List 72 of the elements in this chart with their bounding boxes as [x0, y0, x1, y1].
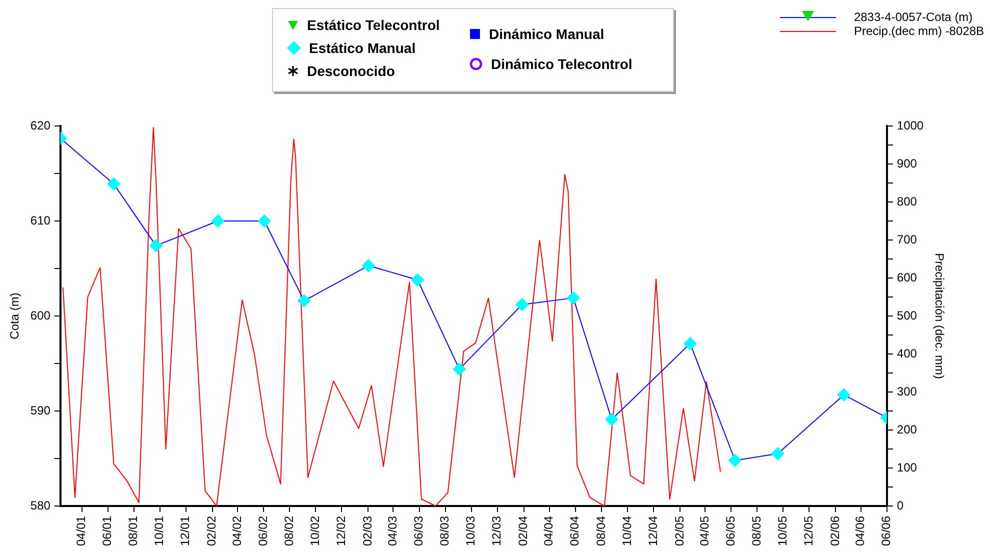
- point: [211, 214, 224, 228]
- y2-tick-label: 900: [896, 156, 918, 170]
- point: [516, 298, 529, 312]
- x-tick-label: 10/02: [308, 516, 322, 546]
- x-tick-label: 12/02: [334, 516, 348, 546]
- y-axis-title: Cota (m): [8, 292, 22, 340]
- point: [107, 177, 120, 190]
- legend-label: 2833-4-0057-Cota (m): [854, 10, 973, 24]
- x-tick-label: 02/04: [516, 516, 530, 546]
- x-tick-label: 12/04: [646, 516, 660, 546]
- x-tick-label: 04/04: [542, 516, 556, 546]
- x-tick-label: 06/04: [568, 516, 582, 546]
- x-tick-label: 06/06: [879, 516, 894, 546]
- point: [452, 362, 466, 376]
- y2-tick-label: 0: [896, 498, 904, 512]
- y2-tick-label: 200: [896, 422, 918, 436]
- x-tick-label: 06/05: [723, 516, 738, 546]
- y-tick-label: 590: [30, 403, 51, 418]
- text: Desconocido: [307, 63, 395, 79]
- point: [298, 294, 311, 308]
- y-tick-label: 580: [30, 498, 51, 512]
- y2-axis-title: Precipitación (dec. mm): [932, 252, 946, 380]
- point: [728, 454, 742, 467]
- x-tick-label: 06/01: [100, 516, 114, 546]
- point: [771, 447, 784, 460]
- point: [150, 239, 162, 252]
- text: Estático Manual: [309, 40, 416, 56]
- x-tick-label: 10/03: [464, 516, 478, 546]
- x-tick-label: 10/04: [620, 516, 634, 546]
- legend-label: Precip.(dec mm) -8028B: [854, 24, 984, 38]
- x-tick-label: 10/01: [152, 516, 166, 546]
- point: [566, 291, 580, 304]
- x-tick-label: 04/02: [230, 516, 244, 546]
- x-tick-label: 02/02: [204, 516, 219, 546]
- point: [258, 214, 271, 228]
- y2-tick-label: 500: [896, 308, 918, 322]
- y-tick-label: 620: [30, 118, 51, 132]
- point: [837, 388, 850, 402]
- x-tick-label: 08/01: [126, 516, 140, 546]
- x-tick-label: 02/05: [672, 516, 686, 546]
- x-tick-label: 08/03: [438, 516, 452, 546]
- x-tick-label: 06/03: [412, 516, 426, 546]
- text: Estático Telecontrol: [307, 17, 440, 33]
- x-tick-label: 12/03: [490, 516, 504, 546]
- x-tick-label: 12/05: [802, 516, 816, 546]
- y2-tick-label: 100: [896, 460, 918, 474]
- x-tick-label: 06/02: [256, 516, 270, 546]
- x-tick-label: 10/05: [776, 516, 790, 546]
- y2-tick-label: 700: [896, 232, 918, 246]
- x-tick-label: 02/06: [828, 516, 842, 546]
- x-tick-label: 04/06: [853, 516, 868, 546]
- x-tick-label: 08/02: [282, 516, 296, 546]
- point: [362, 259, 375, 272]
- point: [411, 273, 424, 286]
- y2-tick-label: 400: [896, 346, 918, 360]
- x-tick-label: 04/05: [697, 516, 712, 546]
- text: Dinámico Manual: [489, 26, 604, 42]
- x-tick-label: 04/01: [74, 516, 88, 546]
- y-tick-label: 600: [30, 308, 51, 322]
- x-tick-label: 02/03: [360, 516, 374, 546]
- x-tick-label: 12/01: [178, 516, 192, 546]
- y2-tick-label: 300: [896, 384, 918, 398]
- point: [684, 337, 697, 350]
- text: Dinámico Telecontrol: [491, 56, 632, 72]
- y-tick-label: 610: [30, 213, 51, 228]
- x-tick-label: 08/05: [750, 516, 764, 546]
- y2-tick-label: 800: [896, 194, 918, 208]
- x-tick-label: 04/03: [386, 516, 400, 546]
- point: [605, 413, 618, 426]
- y2-tick-label: 1000: [896, 118, 924, 132]
- y2-tick-label: 600: [896, 270, 918, 284]
- x-tick-label: 08/04: [594, 516, 608, 546]
